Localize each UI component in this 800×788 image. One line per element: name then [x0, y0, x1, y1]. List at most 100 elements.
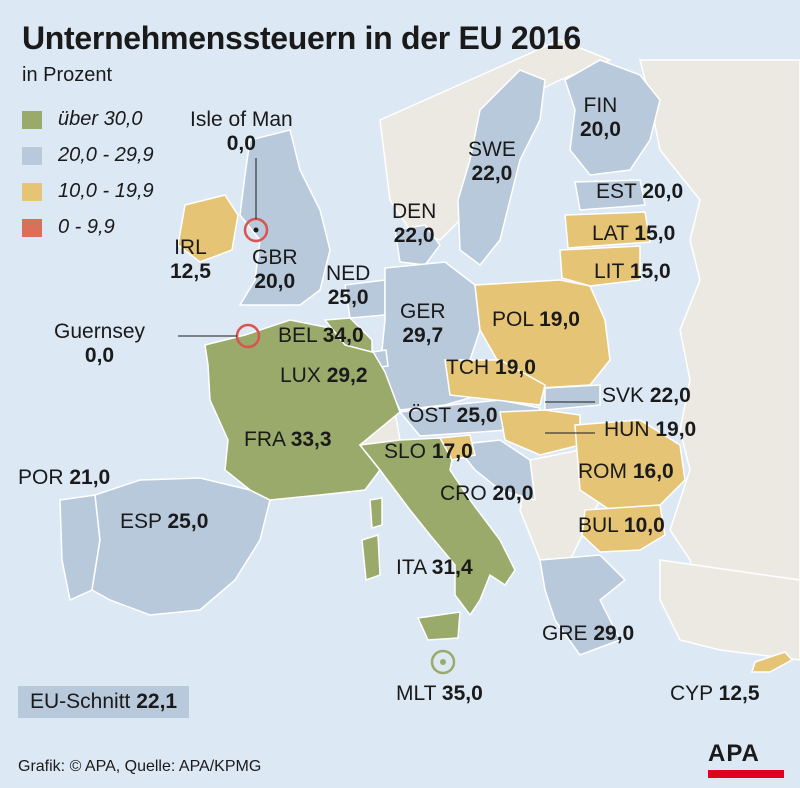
label-gbr: GBR 20,0 [252, 246, 298, 294]
label-slo: SLO 17,0 [384, 440, 473, 464]
label-cyp: CYP 12,5 [670, 682, 760, 706]
label-ger: GER 29,7 [400, 300, 446, 348]
label-value: 10,0 [623, 514, 665, 537]
label-value: 29,7 [402, 324, 444, 347]
label-den: DEN 22,0 [392, 200, 436, 248]
label-name: ROM [578, 460, 627, 483]
label-value: 33,3 [290, 428, 332, 451]
label-value: 21,0 [69, 466, 111, 489]
source-credit: Grafik: © APA, Quelle: APA/KPMG [18, 758, 262, 775]
legend-label: 0 - 9,9 [58, 216, 115, 238]
legend-label: 20,0 - 29,9 [58, 144, 154, 166]
chart-subtitle: in Prozent [22, 64, 113, 86]
label-name: BUL [578, 514, 619, 537]
country-swe [457, 69, 546, 267]
label-esp: ESP 25,0 [120, 510, 208, 534]
label-name: IRL [174, 236, 207, 259]
label-value: 15,0 [634, 222, 676, 245]
label-irl: IRL 12,5 [170, 236, 211, 284]
land-non-eu-turkey [659, 559, 800, 661]
country-est [574, 179, 646, 211]
label-value: 19,0 [495, 356, 536, 379]
label-name: HUN [604, 418, 650, 441]
label-name: BEL [278, 324, 317, 347]
country-rom [574, 419, 686, 511]
label-bul: BUL 10,0 [578, 514, 665, 538]
label-ost: ÖST 25,0 [408, 404, 498, 428]
label-value: 25,0 [327, 286, 369, 309]
label-name: LIT [594, 260, 624, 283]
label-value: 34,0 [322, 324, 364, 347]
label-value: 0,0 [84, 344, 115, 367]
label-tch: TCH 19,0 [446, 356, 536, 380]
label-hun: HUN 19,0 [604, 418, 696, 442]
label-value: 15,0 [629, 260, 671, 283]
label-name: EST [596, 180, 637, 203]
label-name: SLO [384, 440, 427, 463]
label-value: 29,2 [326, 364, 368, 387]
malta-marker [430, 649, 456, 675]
country-ita-corsica [369, 497, 383, 529]
label-ned: NED 25,0 [326, 262, 370, 310]
legend-swatch [22, 111, 42, 129]
label-value: 35,0 [441, 682, 483, 705]
legend-swatch [22, 147, 42, 165]
label-est: EST 20,0 [596, 180, 683, 204]
label-mlt: MLT 35,0 [396, 682, 483, 706]
country-bul [581, 504, 666, 553]
label-bel: BEL 34,0 [278, 324, 364, 348]
label-value: 25,0 [167, 510, 209, 533]
label-value: 29,0 [593, 622, 635, 645]
eu-average-box: EU-Schnitt 22,1 [18, 686, 190, 718]
label-gre: GRE 29,0 [542, 622, 634, 646]
label-name: CYP [670, 682, 713, 705]
label-value: 19,0 [655, 418, 697, 441]
label-value: 19,0 [539, 308, 580, 331]
label-name: SVK [602, 384, 645, 407]
eu-average-label: EU-Schnitt [30, 690, 131, 713]
country-lat [564, 211, 651, 249]
label-svk: SVK 22,0 [602, 384, 691, 408]
label-value: 12,5 [170, 260, 211, 283]
legend-label: 10,0 - 19,9 [58, 180, 154, 202]
label-value: 17,0 [431, 440, 473, 463]
label-name: Isle of Man [190, 108, 293, 131]
label-lit: LIT 15,0 [594, 260, 671, 284]
label-name: DEN [392, 200, 437, 223]
country-cyp [750, 651, 794, 673]
label-value: 22,0 [649, 384, 691, 407]
country-fin [564, 59, 661, 176]
label-name: FIN [583, 94, 618, 117]
label-name: GBR [252, 246, 298, 269]
country-ita-sardinia [361, 533, 381, 582]
chart-title: Unternehmenssteuern in der EU 2016 [22, 20, 581, 56]
label-name: LUX [280, 364, 321, 387]
label-value: 25,0 [456, 404, 498, 427]
legend-swatch [22, 183, 42, 201]
label-name: POR [18, 466, 64, 489]
label-value: 20,0 [492, 482, 534, 505]
label-pol: POL 19,0 [492, 308, 580, 332]
label-name: GRE [542, 622, 588, 645]
legend-swatch [22, 219, 42, 237]
label-value: 20,0 [642, 180, 684, 203]
label-name: ESP [120, 510, 162, 533]
label-swe: SWE 22,0 [468, 138, 516, 186]
label-fin: FIN 20,0 [580, 94, 621, 142]
country-lit [559, 245, 641, 287]
country-gre [539, 554, 627, 656]
apa-logo: APA [708, 740, 784, 780]
label-name: ITA [396, 556, 426, 579]
label-value: 20,0 [580, 118, 621, 141]
country-den [394, 224, 441, 266]
label-value: 20,0 [254, 270, 296, 293]
label-name: Guernsey [54, 320, 146, 343]
country-irl [177, 194, 239, 263]
label-name: ÖST [408, 404, 451, 427]
label-lux: LUX 29,2 [280, 364, 368, 388]
country-mlt [440, 659, 446, 665]
country-bel [323, 317, 373, 353]
label-value: 22,0 [393, 224, 435, 247]
